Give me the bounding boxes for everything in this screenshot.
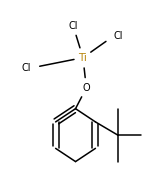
Text: O: O	[83, 83, 90, 93]
Text: Ti: Ti	[79, 53, 87, 63]
Text: Cl: Cl	[68, 21, 78, 30]
Text: Cl: Cl	[21, 63, 31, 73]
Text: Cl: Cl	[114, 31, 123, 41]
